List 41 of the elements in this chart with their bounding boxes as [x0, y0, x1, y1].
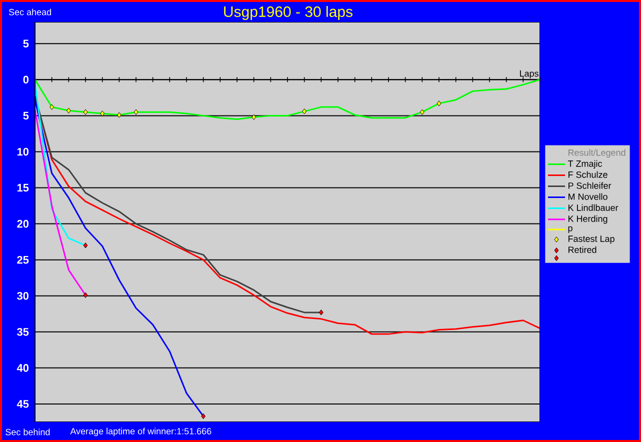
y-tick-label: 15 — [17, 184, 29, 192]
legend-label: K Herding — [568, 215, 608, 224]
point — [420, 109, 424, 115]
y-tick-label: 5 — [23, 112, 29, 120]
y-tick-label: 30 — [16, 292, 29, 300]
point — [318, 310, 324, 316]
point — [66, 108, 71, 114]
point — [100, 110, 105, 116]
chart-title: Usgp1960 - 30 laps — [224, 6, 352, 20]
y-tick-label: 20 — [17, 220, 29, 228]
legend-label: T Zmajic — [568, 160, 602, 169]
legend-label: K Lindlbauer — [568, 204, 618, 211]
point — [116, 112, 122, 118]
text: Average laptime of winner:1:51.666 — [70, 428, 212, 436]
y-tick-label: 5 — [23, 40, 29, 48]
point — [50, 104, 54, 110]
point — [83, 109, 88, 115]
point — [252, 114, 256, 120]
y-tick-label: 25 — [17, 256, 29, 264]
y-tick-label: 45 — [16, 400, 29, 408]
legend-label: F Schulze — [568, 171, 608, 178]
line-series — [35, 82, 86, 246]
legend-label: Fastest Lap — [568, 236, 614, 244]
text: Sec behind — [6, 428, 50, 436]
y-tick-label: 0 — [23, 76, 29, 84]
point — [302, 108, 307, 114]
point — [83, 292, 88, 298]
y-tick-label: 35 — [16, 328, 29, 336]
legend-label: Retired — [568, 246, 596, 253]
y-tick-label: 10 — [17, 148, 29, 156]
x-axis-title: Laps — [520, 70, 538, 78]
legend-label: P Schleifer — [568, 182, 612, 189]
y-tick-label: 40 — [16, 364, 29, 372]
legend-label: M Novello — [568, 193, 608, 200]
y-axis-title: Sec ahead — [8, 8, 51, 16]
point — [83, 242, 88, 248]
legend-title: Result/Legend — [568, 149, 626, 158]
point — [436, 100, 442, 106]
point — [134, 109, 138, 115]
point — [201, 413, 206, 420]
legend-label: p — [568, 226, 572, 234]
